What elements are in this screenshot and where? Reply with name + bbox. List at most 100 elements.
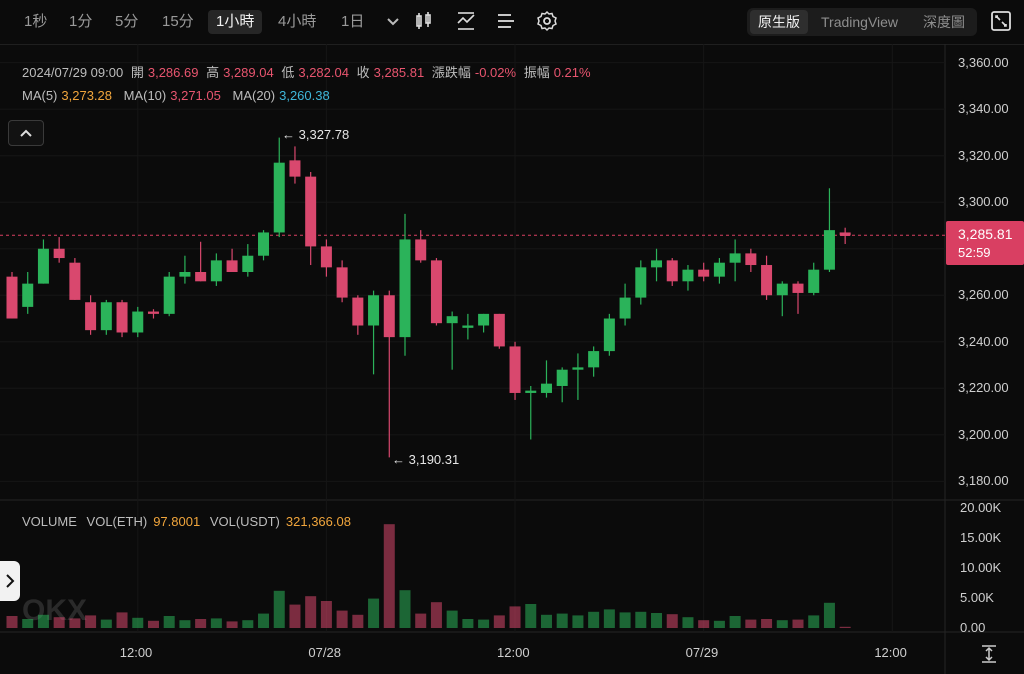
- view-native-button[interactable]: 原生版: [750, 10, 808, 34]
- candle-body: [823, 230, 835, 270]
- volume-bar: [258, 613, 270, 628]
- candle-body: [147, 311, 159, 314]
- candle-body: [383, 295, 395, 338]
- gear-icon[interactable]: [535, 9, 559, 33]
- candle-body: [446, 316, 458, 324]
- candle-body: [635, 267, 647, 298]
- volume-bar: [163, 616, 175, 628]
- candle-body: [415, 239, 427, 261]
- view-depth-button[interactable]: 深度圖: [923, 14, 965, 30]
- amplitude-label: 振幅: [523, 65, 550, 80]
- volume-bar: [195, 619, 207, 628]
- volume-bar: [635, 611, 647, 628]
- vol-usdt-label: VOL(USDT): [209, 514, 280, 529]
- price-tick-label: 3,300.00: [958, 194, 1009, 210]
- high-annotation: ← 3,327.78: [282, 127, 350, 142]
- candle-body: [713, 262, 725, 277]
- volume-bar: [289, 604, 301, 628]
- candle-body: [682, 269, 694, 282]
- candle-body: [761, 265, 773, 296]
- volume-bar: [588, 611, 600, 628]
- candle-body: [22, 283, 34, 307]
- volume-bar: [320, 601, 332, 628]
- volume-bar: [713, 620, 725, 628]
- timeframe-4[interactable]: 1小時: [208, 10, 263, 34]
- candle-body: [509, 346, 521, 393]
- low-value: 3,282.04: [298, 65, 349, 80]
- open-value: 3,286.69: [147, 65, 199, 80]
- price-tick-label: 3,220.00: [958, 380, 1009, 396]
- drawing-tools-icon[interactable]: [494, 9, 518, 33]
- price-tick-label: 3,200.00: [958, 426, 1009, 442]
- high-value: 3,289.04: [223, 65, 274, 80]
- indicator-icon[interactable]: [454, 9, 478, 33]
- change-label: 漲跌幅: [431, 65, 471, 80]
- timeframe-2[interactable]: 5分: [115, 13, 139, 30]
- volume-tick-label: 15.00K: [960, 530, 1002, 545]
- price-tick-label: 3,320.00: [958, 147, 1009, 163]
- candle-body: [745, 253, 757, 266]
- candle-body: [258, 232, 270, 256]
- candle-body: [273, 162, 285, 233]
- candle-body: [556, 369, 568, 386]
- expand-sidebar-button[interactable]: [0, 561, 20, 601]
- candle-countdown: 52:59: [958, 245, 991, 260]
- candle-body: [179, 272, 191, 277]
- candle-body: [210, 260, 222, 282]
- candle-body: [289, 160, 301, 177]
- vol-usdt-value: 321,366.08: [285, 514, 351, 529]
- view-switcher: 原生版 TradingView 深度圖: [747, 8, 977, 36]
- timeframe-6[interactable]: 1日: [341, 13, 365, 30]
- candle-body: [352, 297, 364, 326]
- high-annotation-value: 3,327.78: [298, 127, 350, 142]
- candle-body: [336, 267, 348, 298]
- collapse-indicators-button[interactable]: [8, 120, 44, 146]
- timeframe-1[interactable]: 1分: [69, 13, 93, 30]
- volume-bar: [808, 615, 820, 628]
- timeframe-0[interactable]: 1秒: [24, 13, 48, 30]
- price-tick-label: 3,180.00: [958, 473, 1009, 489]
- chevron-down-icon[interactable]: [381, 9, 405, 33]
- volume-bar: [729, 616, 741, 628]
- price-tick-label: 3,240.00: [958, 333, 1009, 349]
- candle-body: [430, 260, 442, 324]
- volume-tick-label: 10.00K: [960, 560, 1002, 575]
- volume-bar: [462, 619, 474, 628]
- candle-body: [478, 313, 490, 326]
- timeframe-3[interactable]: 15分: [162, 13, 194, 30]
- volume-bar: [446, 610, 458, 628]
- volume-bar: [682, 617, 694, 628]
- volume-bar: [399, 590, 411, 628]
- volume-bar: [698, 620, 710, 628]
- candle-body: [525, 390, 537, 393]
- fullscreen-icon[interactable]: [990, 10, 1012, 32]
- candle-body: [242, 255, 254, 272]
- volume-bar: [839, 626, 851, 628]
- vol-eth-label: VOL(ETH): [86, 514, 148, 529]
- volume-bar: [273, 590, 285, 628]
- volume-bar: [6, 616, 18, 628]
- volume-bar: [430, 602, 442, 628]
- candlestick-icon[interactable]: [412, 9, 436, 33]
- view-tradingview-button[interactable]: TradingView: [821, 14, 899, 30]
- volume-bar: [210, 618, 222, 628]
- volume-bar: [305, 596, 317, 628]
- ma5-label: MA(5): [22, 88, 58, 103]
- chevron-right-icon: [6, 574, 15, 588]
- volume-bar: [776, 620, 788, 628]
- candle-body: [53, 248, 65, 259]
- candle-body: [651, 260, 663, 268]
- volume-tick-label: 0.00: [960, 620, 986, 635]
- volume-bar: [85, 615, 97, 628]
- volume-bar: [116, 612, 128, 628]
- volume-bar: [226, 621, 238, 628]
- candle-body: [572, 367, 584, 370]
- volume-tick-label: 5.00K: [960, 590, 994, 605]
- candle-body: [226, 260, 238, 272]
- auto-scale-icon[interactable]: [978, 644, 1000, 664]
- candle-body: [69, 262, 81, 300]
- time-tick-label: 07/28: [308, 645, 341, 660]
- vol-eth-value: 97.8001: [153, 514, 201, 529]
- timeframe-5[interactable]: 4小時: [278, 13, 317, 30]
- low-annotation: ← 3,190.31: [392, 452, 460, 467]
